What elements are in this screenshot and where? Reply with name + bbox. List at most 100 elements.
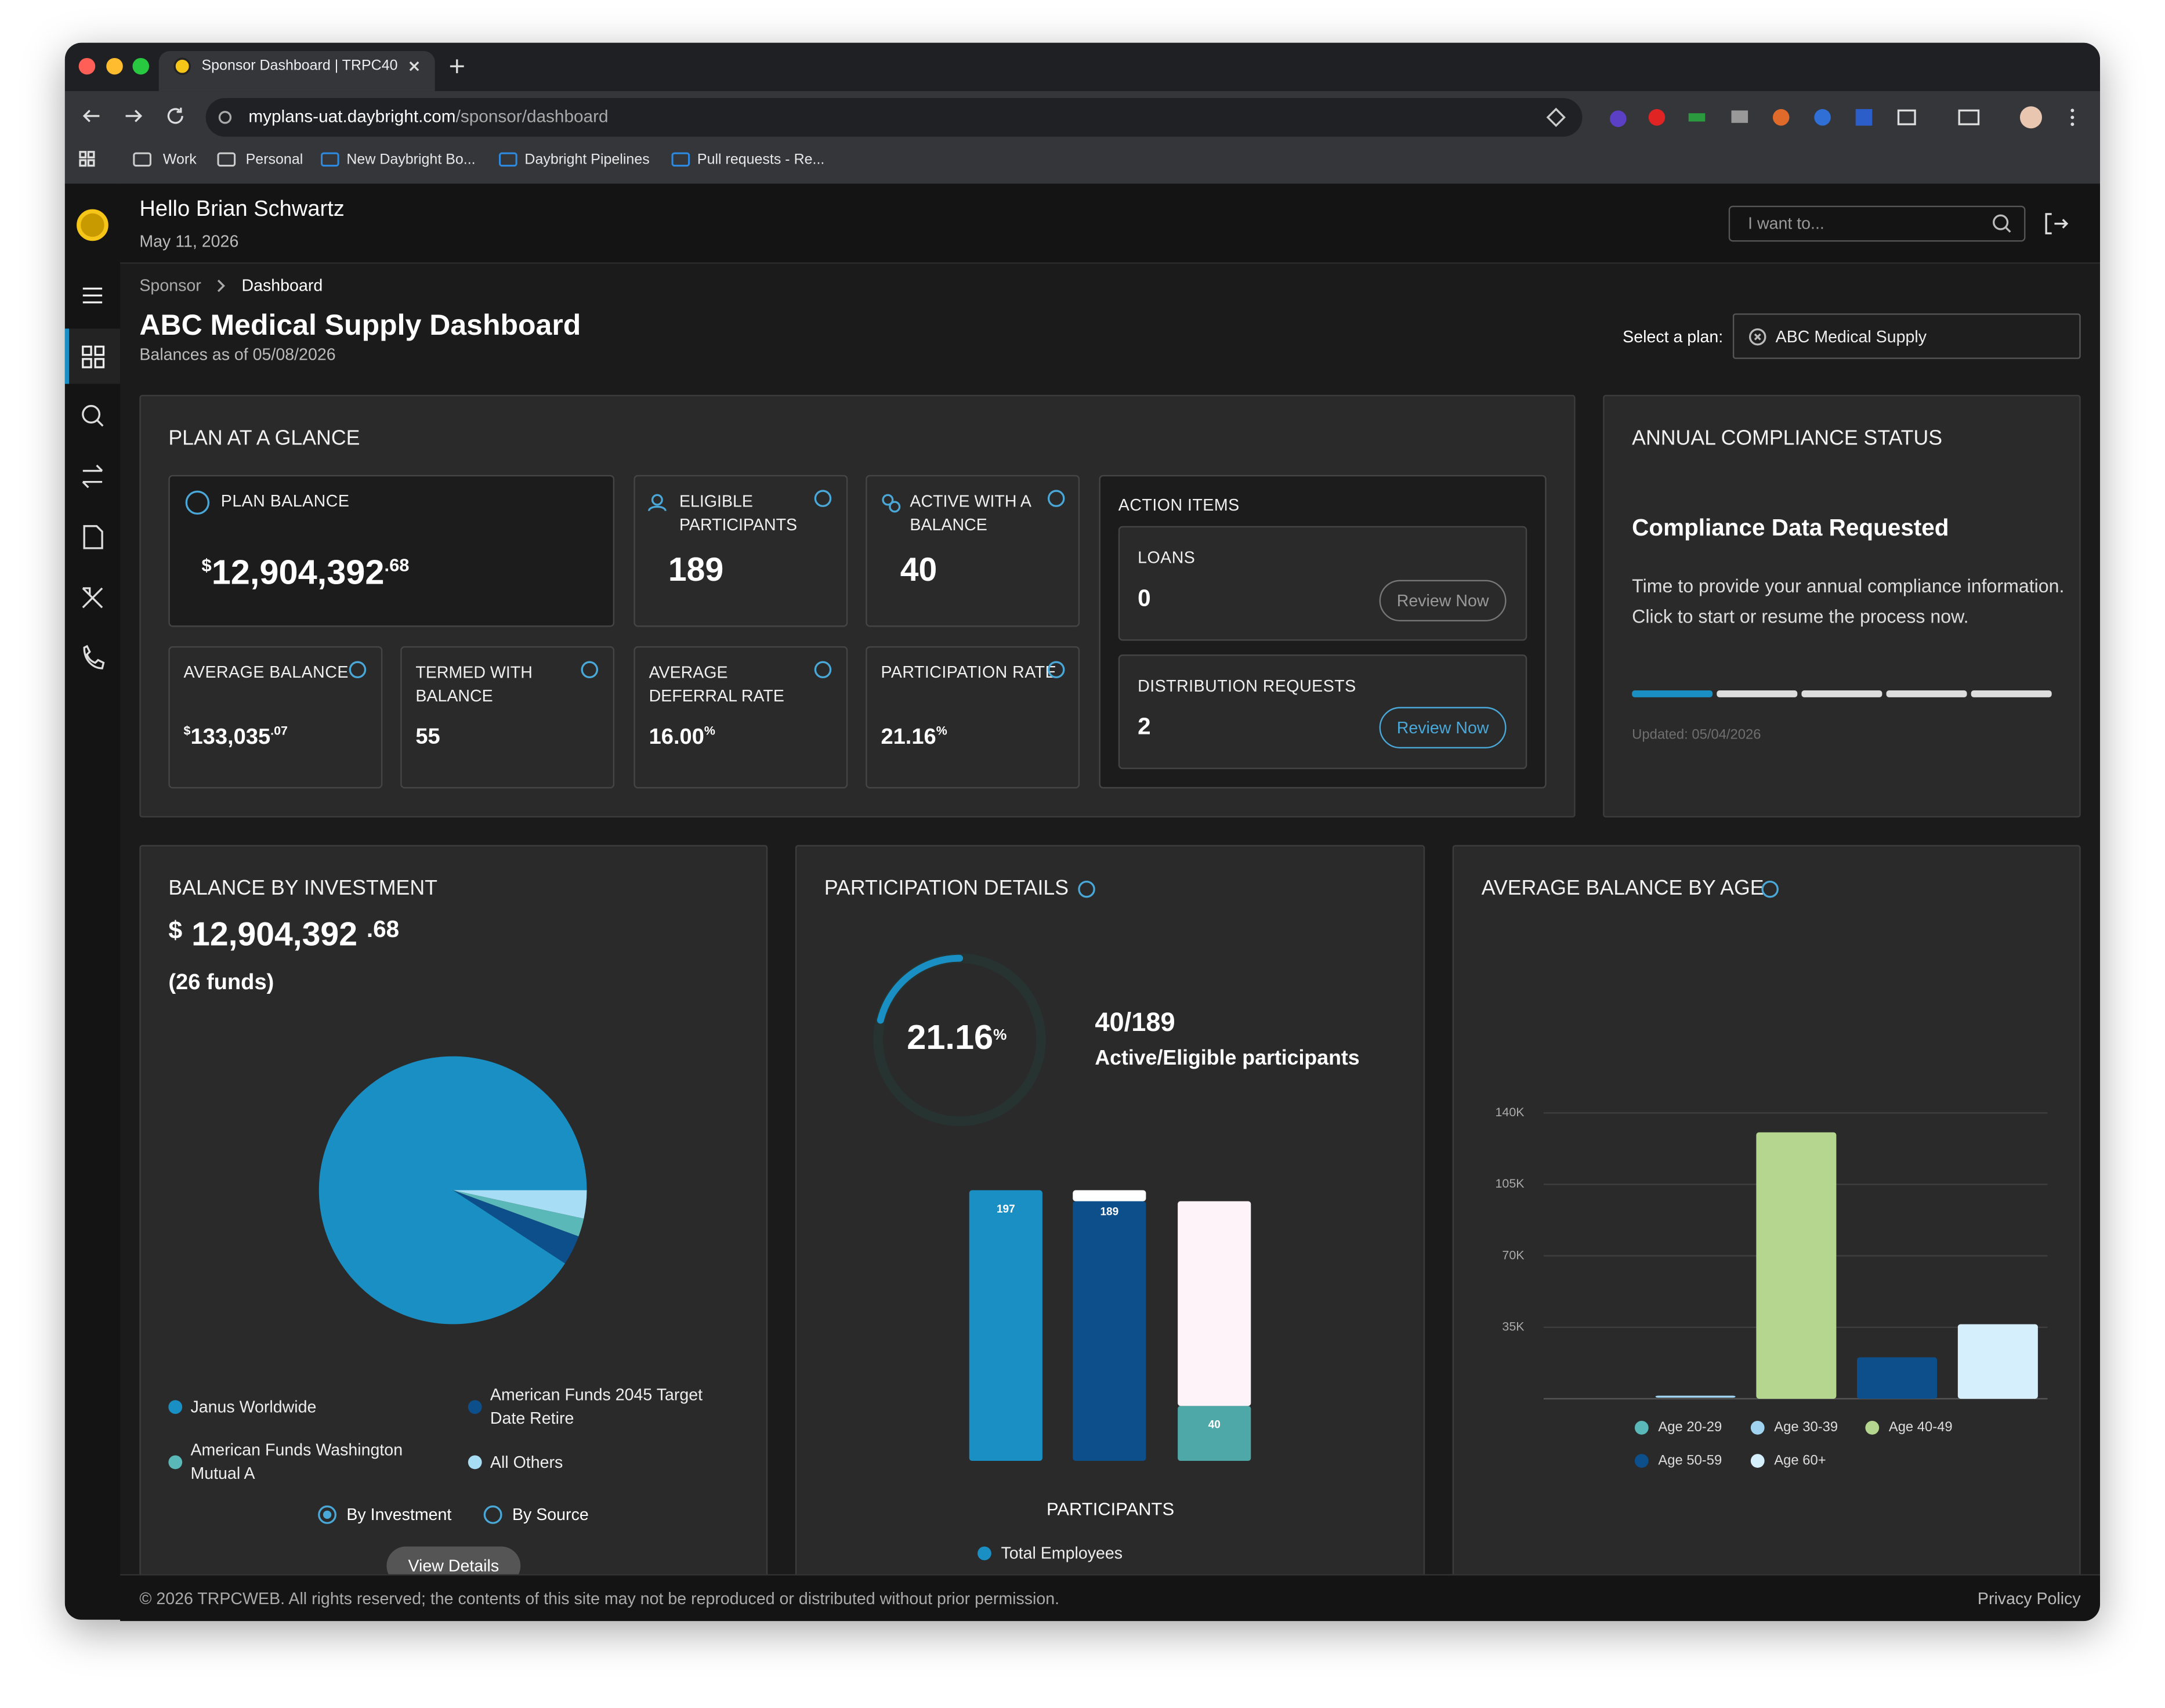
- bookmark[interactable]: Daybright Pipelines: [524, 151, 650, 168]
- compliance-text: Time to provide your annual compliance i…: [1632, 576, 2065, 627]
- bookmark[interactable]: Work: [162, 151, 197, 168]
- cents: .68: [384, 554, 410, 576]
- legend-swatch: [1865, 1421, 1880, 1435]
- action-label: LOANS: [1138, 548, 1196, 567]
- tile-label: TERMED WITH BALANCE: [415, 663, 533, 706]
- action-item: [1118, 654, 1527, 769]
- url-path: /sponsor/dashboard: [455, 107, 609, 126]
- tile-label: AVERAGE BALANCE: [183, 662, 349, 682]
- breadcrumb-item: Dashboard: [241, 276, 323, 295]
- tile-label: PLAN BALANCE: [220, 491, 350, 511]
- legend-swatch: [168, 1455, 183, 1470]
- bookmark-icon: [499, 152, 517, 167]
- card-title: ANNUAL COMPLIANCE STATUS: [1632, 426, 1943, 450]
- progress-segment: [1801, 690, 1882, 697]
- bookmark[interactable]: Pull requests - Re...: [697, 151, 825, 168]
- amount: 16.00: [649, 725, 704, 750]
- average-balance-tile: [168, 646, 383, 788]
- bar: [1957, 1324, 2038, 1399]
- currency: $: [168, 916, 183, 944]
- legend-swatch: [1750, 1421, 1765, 1435]
- tile-label: ELIGIBLE PARTICIPANTS: [679, 491, 798, 535]
- active-tab[interactable]: [158, 51, 435, 92]
- plan-balance-tile: [168, 475, 615, 627]
- legend-swatch: [1634, 1421, 1649, 1435]
- tile-value: 55: [415, 725, 440, 749]
- legend-swatch: [1634, 1454, 1649, 1468]
- radio-label[interactable]: By Source: [512, 1504, 589, 1525]
- active-tile: [866, 475, 1080, 627]
- page-subtitle: Balances as of 05/08/2026: [139, 345, 336, 364]
- review-button[interactable]: Review Now: [1379, 580, 1507, 621]
- pie-slice: [452, 1190, 587, 1219]
- eligible-tile: [633, 475, 848, 627]
- plan-select[interactable]: [1732, 313, 2081, 359]
- search-box[interactable]: [1728, 205, 2026, 242]
- currency: $: [201, 554, 212, 576]
- bookmark-icon: [320, 152, 339, 167]
- unit: %: [704, 723, 715, 738]
- tile-value: 189: [668, 552, 724, 589]
- legend-label: Total Employees: [1001, 1543, 1123, 1563]
- legend-label: Age 30-39: [1774, 1419, 1838, 1435]
- pie-slice: [452, 1190, 579, 1264]
- legend-label: American Funds Washington Mutual A: [190, 1440, 403, 1483]
- active-nav-indicator: [64, 328, 70, 384]
- amount: 12,904,392: [191, 916, 357, 954]
- copyright: © 2026 TRPCWEB. All rights reserved; the…: [139, 1588, 1060, 1609]
- compliance-card: [1603, 395, 2081, 817]
- deferral-tile: [633, 646, 848, 788]
- bar-segment: [1178, 1201, 1251, 1406]
- progress-segment: [1971, 690, 2052, 697]
- bar: [1756, 1132, 1837, 1399]
- bar-segment: [1073, 1190, 1146, 1202]
- bar: [1655, 1395, 1736, 1398]
- termed-tile: [400, 646, 615, 788]
- progress-segment: [1632, 690, 1713, 697]
- y-tick-label: 35K: [1502, 1319, 1525, 1333]
- radio-label[interactable]: By Investment: [346, 1504, 452, 1525]
- footer: [120, 1574, 2100, 1622]
- y-tick-label: 140K: [1496, 1105, 1525, 1119]
- amount: 133,035: [190, 725, 271, 750]
- data-label: 197: [997, 1203, 1015, 1215]
- ratio-label: Active/Eligible participants: [1095, 1047, 1360, 1070]
- url[interactable]: myplans-uat.daybright.com/sponsor/dashbo…: [248, 107, 608, 128]
- privacy-link[interactable]: Privacy Policy: [1977, 1588, 2081, 1609]
- address-bar[interactable]: [205, 97, 1583, 137]
- bar-segment: [1073, 1201, 1146, 1461]
- tab-title[interactable]: Sponsor Dashboard | TRPC40: [201, 57, 398, 74]
- bookmark[interactable]: Personal: [245, 151, 303, 168]
- bar: [1857, 1357, 1938, 1399]
- pie-slice: [318, 1056, 587, 1325]
- cents: .68: [366, 916, 400, 943]
- cents: .07: [270, 723, 288, 738]
- legend-label: All Others: [490, 1452, 563, 1471]
- action-items-title: ACTION ITEMS: [1118, 495, 1240, 515]
- amount: 21.16: [881, 725, 936, 750]
- review-button[interactable]: Review Now: [1379, 707, 1507, 748]
- bar-segment: [969, 1190, 1042, 1461]
- action-item: [1118, 526, 1527, 641]
- participation-tile: [866, 646, 1080, 788]
- bookmark-icon: [671, 152, 690, 167]
- plan-label: Select a plan:: [1623, 327, 1724, 346]
- card-title: PARTICIPATION DETAILS: [824, 877, 1069, 900]
- data-label: 189: [1100, 1206, 1118, 1218]
- pie-slice: [452, 1190, 584, 1237]
- y-tick-label: 70K: [1502, 1248, 1525, 1262]
- url-host: myplans-uat.daybright.com: [248, 107, 456, 126]
- breadcrumb-item[interactable]: Sponsor: [139, 276, 201, 295]
- action-label: DISTRIBUTION REQUESTS: [1138, 676, 1356, 696]
- app-header: [120, 183, 2100, 264]
- legend-swatch: [1750, 1454, 1765, 1468]
- legend-label: Janus Worldwide: [190, 1396, 317, 1416]
- bookmark[interactable]: New Daybright Bo...: [346, 151, 476, 168]
- active-nav-bg: [69, 328, 121, 384]
- x-axis-label: PARTICIPANTS: [1047, 1498, 1175, 1519]
- tile-label: PARTICIPATION RATE: [881, 662, 1057, 682]
- tile-label: ACTIVE WITH A BALANCE: [910, 491, 1031, 535]
